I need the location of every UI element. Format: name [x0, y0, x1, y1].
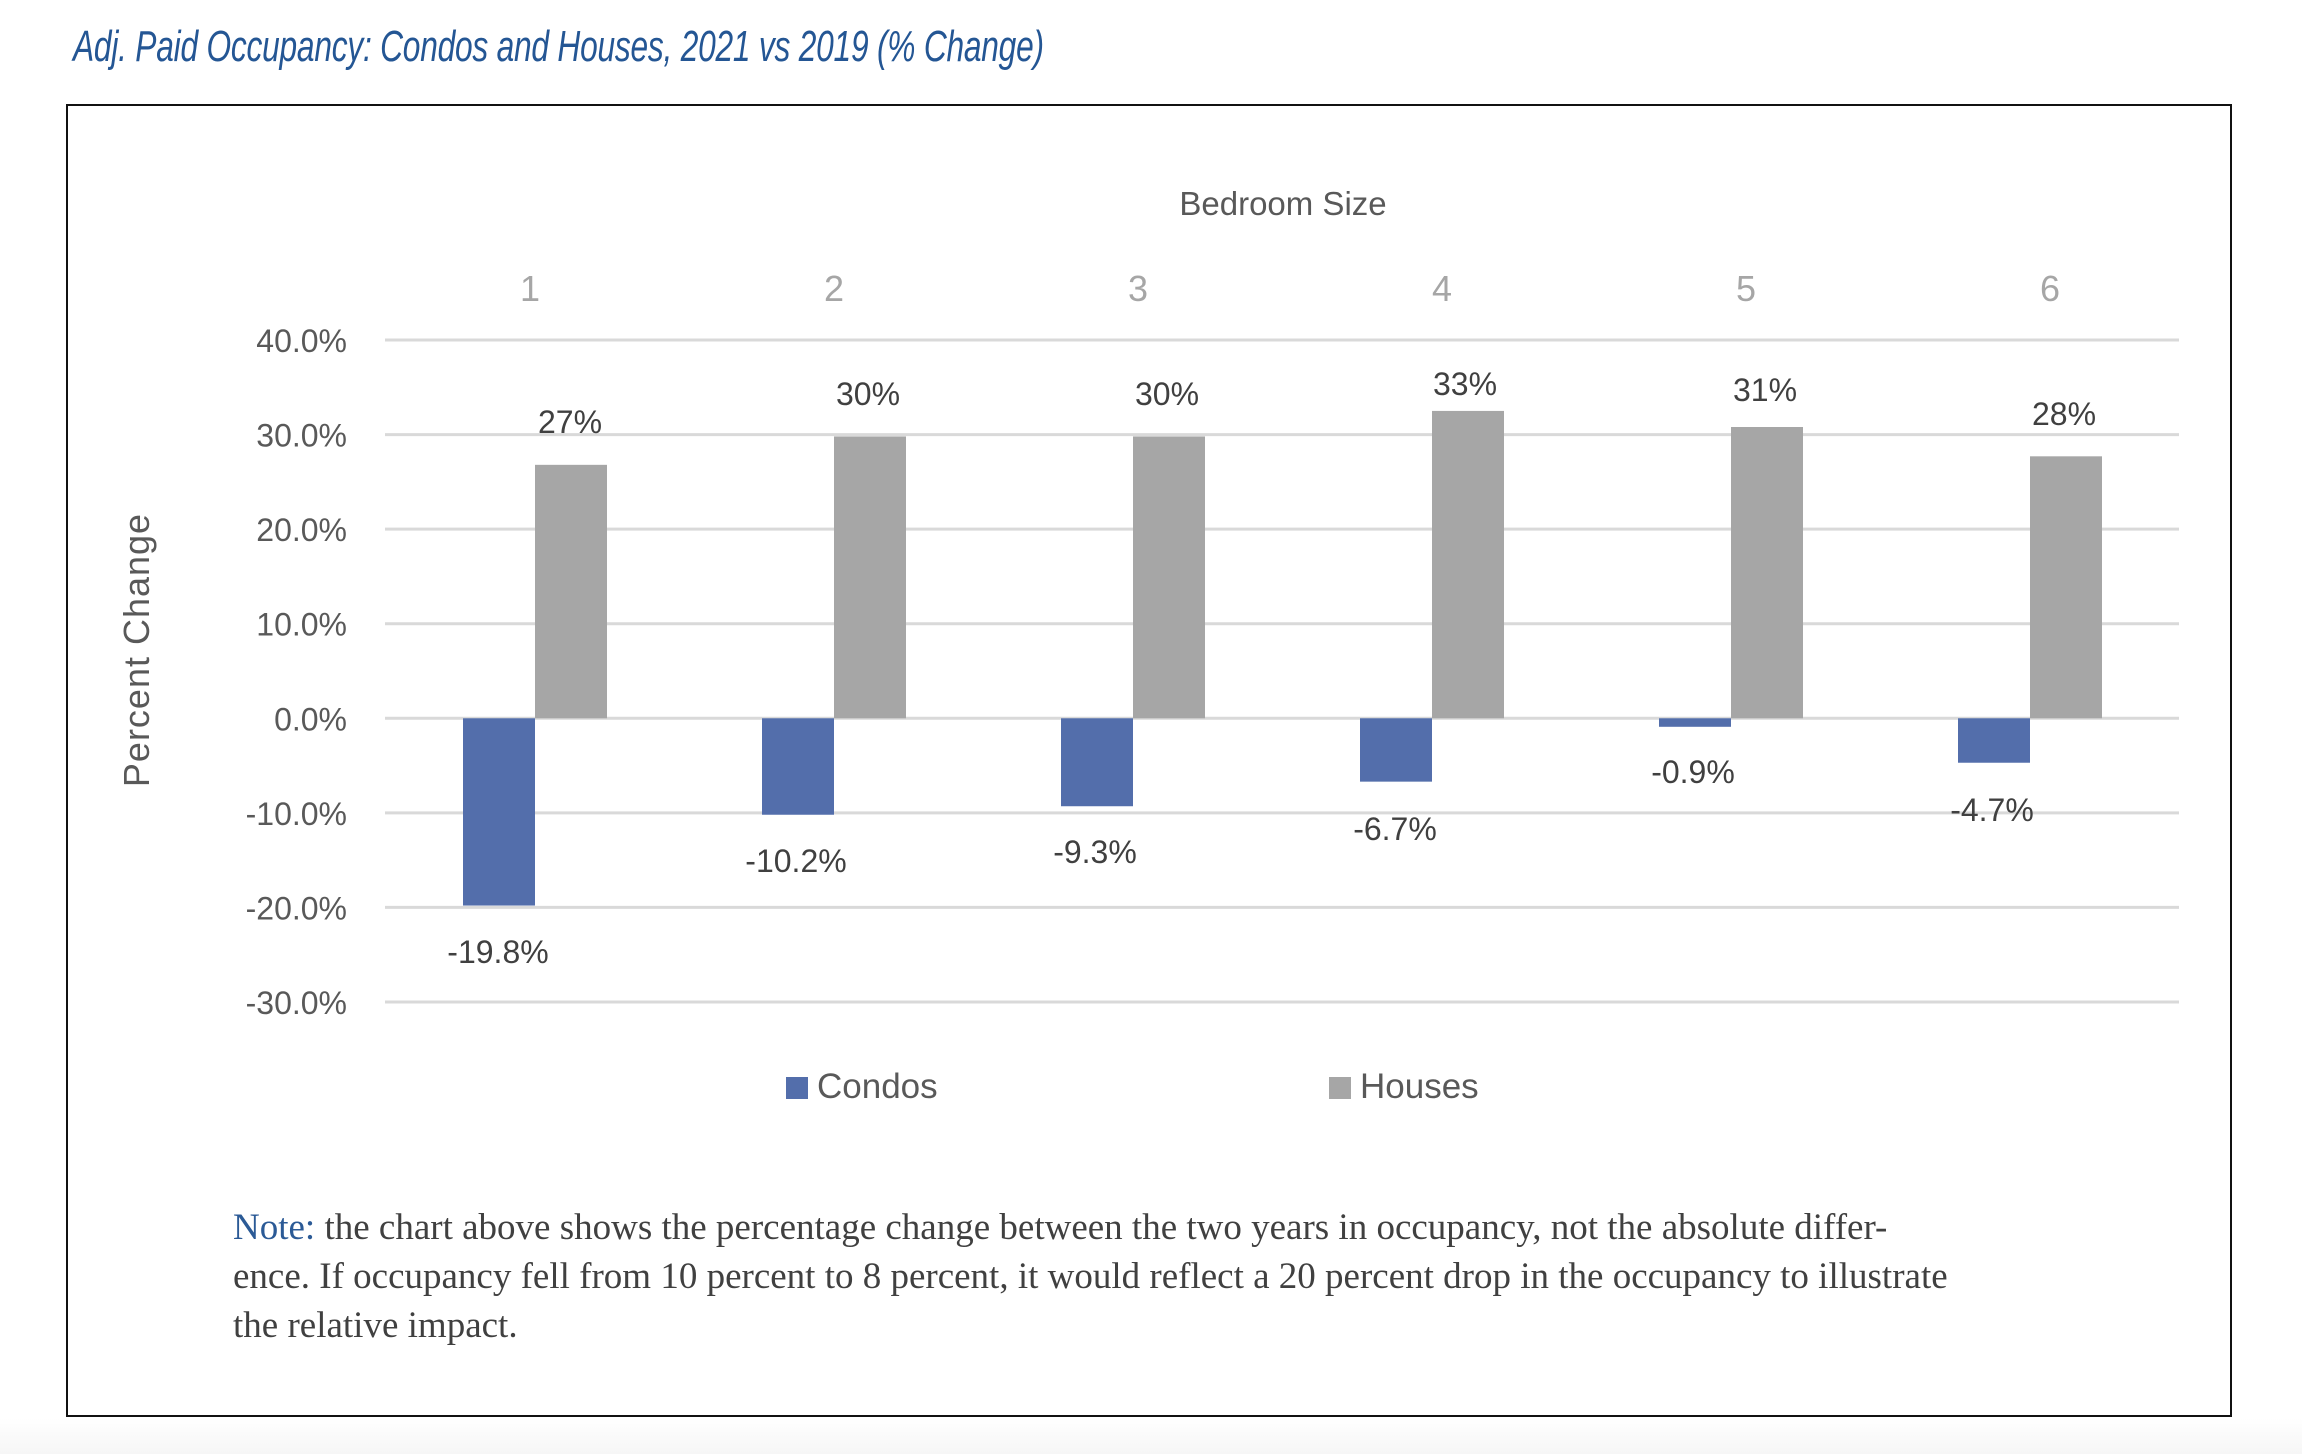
x-category-label: 3 — [1128, 268, 1148, 309]
bar-condos — [1958, 718, 2030, 763]
legend-label-condos: Condos — [817, 1067, 938, 1106]
data-labels: -19.8% -10.2% -9.3% -6.7% -0.9% -4.7% 27% 30% 30… — [447, 366, 2096, 970]
note-line-1: Note: the chart above shows the percenta… — [233, 1203, 1948, 1252]
note-line-3: the relative impact. — [233, 1305, 518, 1346]
x-category-label: 2 — [824, 268, 844, 309]
bar-houses — [834, 436, 906, 719]
bars — [463, 410, 2102, 906]
data-label-houses: 31% — [1733, 372, 1797, 408]
data-label-houses: 30% — [836, 376, 900, 412]
bar-houses — [535, 464, 607, 719]
legend-label-houses: Houses — [1360, 1067, 1479, 1106]
bar-condos — [762, 718, 834, 815]
bar-houses — [1432, 410, 1504, 719]
y-tick-label: 10.0% — [256, 607, 347, 643]
data-label-houses: 30% — [1135, 376, 1199, 412]
data-label-condos: -9.3% — [1053, 834, 1137, 870]
bar-houses — [2030, 456, 2102, 719]
chart-note: Note: the chart above shows the percenta… — [233, 1203, 1948, 1350]
bar-condos — [463, 718, 535, 906]
legend-swatch-houses — [1329, 1077, 1351, 1099]
legend-item-condos[interactable]: Condos — [786, 1067, 938, 1106]
y-axis-ticks: 40.0% 30.0% 20.0% 10.0% 0.0% -10.0% -20.0% -30.… — [246, 323, 347, 1021]
note-label: Note: — [233, 1207, 316, 1248]
y-tick-label: -10.0% — [246, 796, 347, 832]
y-tick-label: 20.0% — [256, 512, 347, 548]
data-label-houses: 28% — [2032, 396, 2096, 432]
x-category-label: 6 — [2040, 268, 2060, 309]
bar-condos — [1360, 718, 1432, 782]
bar-houses — [1133, 436, 1205, 719]
x-category-label: 1 — [520, 268, 540, 309]
y-tick-label: 0.0% — [274, 701, 347, 737]
data-label-condos: -19.8% — [447, 934, 548, 970]
gridlines — [385, 338, 2179, 1004]
y-tick-label: 30.0% — [256, 418, 347, 454]
x-category-label: 4 — [1432, 268, 1452, 309]
chart-title: Adj. Paid Occupancy: Condos and Houses, … — [73, 22, 1044, 71]
data-label-condos: -6.7% — [1353, 811, 1437, 847]
data-label-houses: 33% — [1433, 366, 1497, 402]
y-tick-label: 40.0% — [256, 323, 347, 359]
y-tick-label: -20.0% — [246, 890, 347, 926]
note-text-1: the chart above shows the percentage cha… — [315, 1207, 1888, 1248]
bar-condos — [1061, 718, 1133, 807]
y-axis-title: Percent Change — [116, 513, 157, 787]
chart-frame — [66, 104, 2232, 1417]
x-axis-categories: 1 2 3 4 5 6 — [520, 268, 2060, 309]
legend: Condos Houses — [786, 1067, 1479, 1106]
bar-condos — [1659, 718, 1731, 727]
x-axis-title: Bedroom Size — [1179, 185, 1386, 222]
legend-swatch-condos — [786, 1077, 808, 1099]
data-label-condos: -10.2% — [745, 843, 846, 879]
legend-item-houses[interactable]: Houses — [1329, 1067, 1479, 1106]
bar-houses — [1731, 427, 1803, 719]
data-label-condos: -0.9% — [1651, 754, 1735, 790]
data-label-houses: 27% — [538, 404, 602, 440]
note-line-2: ence. If occupancy fell from 10 percent … — [233, 1256, 1948, 1297]
x-category-label: 5 — [1736, 268, 1756, 309]
y-tick-label: -30.0% — [246, 985, 347, 1021]
data-label-condos: -4.7% — [1950, 792, 2034, 828]
